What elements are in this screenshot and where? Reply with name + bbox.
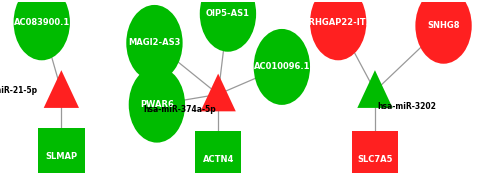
Ellipse shape [14, 0, 70, 60]
Ellipse shape [254, 29, 310, 105]
Ellipse shape [416, 0, 472, 64]
FancyBboxPatch shape [38, 128, 84, 175]
Text: PWAR6: PWAR6 [140, 100, 174, 109]
Text: SLMAP: SLMAP [46, 152, 78, 161]
Text: OIP5-AS1: OIP5-AS1 [206, 9, 250, 18]
FancyBboxPatch shape [195, 131, 242, 175]
Ellipse shape [126, 5, 182, 81]
Text: hsa-miR-374a-5p: hsa-miR-374a-5p [143, 105, 216, 114]
Ellipse shape [128, 67, 185, 143]
Text: ARHGAP22-IT1: ARHGAP22-IT1 [304, 18, 373, 27]
Text: AC010096.1: AC010096.1 [254, 62, 310, 71]
Text: SNHG8: SNHG8 [428, 21, 460, 30]
Text: hsa-miR-21-5p: hsa-miR-21-5p [0, 86, 38, 95]
Text: AC083900.1: AC083900.1 [14, 18, 70, 27]
Ellipse shape [310, 0, 366, 60]
Polygon shape [200, 74, 236, 111]
FancyBboxPatch shape [352, 131, 398, 175]
Text: SLC7A5: SLC7A5 [357, 155, 392, 164]
Text: ACTN4: ACTN4 [202, 155, 234, 164]
Polygon shape [358, 70, 392, 108]
Polygon shape [44, 70, 79, 108]
Text: MAGI2-AS3: MAGI2-AS3 [128, 38, 180, 47]
Text: hsa-miR-3202: hsa-miR-3202 [378, 102, 436, 111]
Ellipse shape [200, 0, 256, 52]
